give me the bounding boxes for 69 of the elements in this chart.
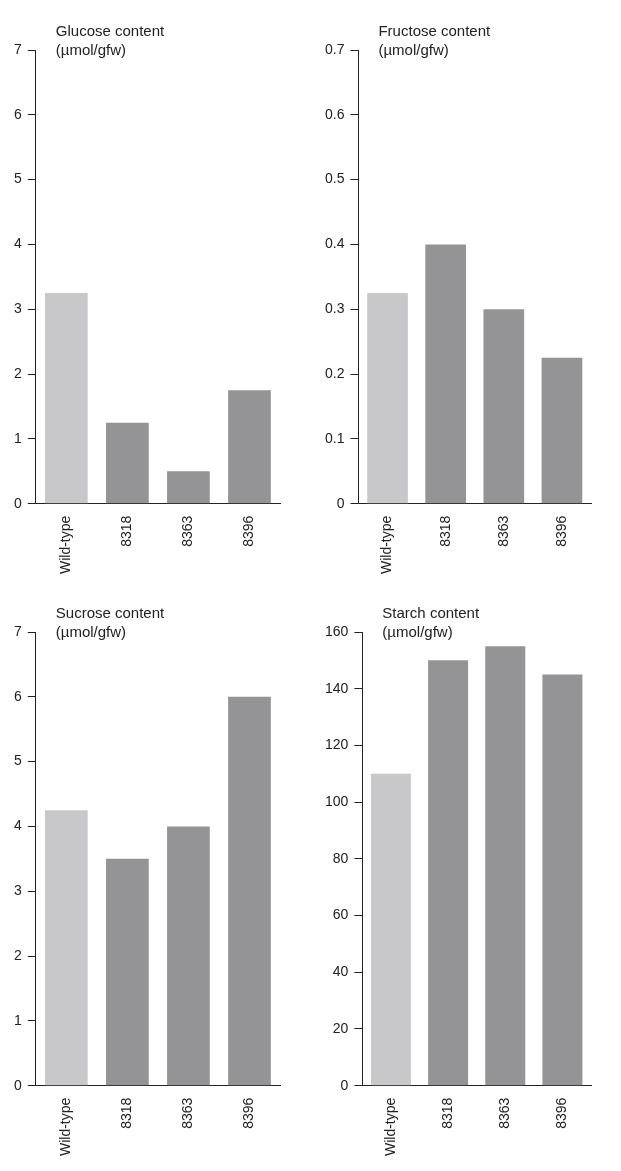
x-tick-label: 8363 [494, 515, 511, 547]
bar [370, 773, 411, 1086]
bar [106, 422, 149, 504]
y-tick-label: 0 [340, 1076, 349, 1093]
y-tick-label: 0 [336, 494, 345, 511]
y-tick-label: 40 [332, 963, 349, 980]
x-tick-label: 8396 [553, 1097, 570, 1129]
bar [541, 357, 583, 504]
x-tick-label: 8363 [496, 1097, 513, 1129]
bar [106, 858, 149, 1086]
y-tick-label: 1 [13, 429, 22, 446]
y-tick-label: 6 [13, 687, 22, 704]
y-tick-label: 5 [13, 752, 22, 769]
x-tick-label: 8318 [118, 1097, 135, 1129]
y-tick-label: 4 [13, 817, 22, 834]
x-tick-label: 8318 [438, 1097, 455, 1129]
bar [44, 293, 88, 504]
y-tick-label: 0 [13, 494, 22, 511]
y-tick-label: 0.2 [324, 364, 345, 381]
x-tick-label: 8396 [240, 515, 257, 547]
x-tick-label: 8363 [179, 515, 196, 547]
x-tick-label: 8396 [552, 515, 569, 547]
y-tick-label: 0 [13, 1076, 22, 1093]
bar [228, 390, 271, 504]
x-tick-label: Wild-type [378, 515, 395, 575]
bar [44, 810, 88, 1086]
y-tick-label: 0.6 [324, 105, 345, 122]
x-tick-label: Wild-type [57, 515, 74, 575]
y-tick-label: 80 [332, 849, 349, 866]
y-tick-label: 0.1 [324, 429, 345, 446]
x-tick-label: 8396 [240, 1097, 257, 1129]
y-tick-label: 0.3 [324, 300, 345, 317]
bar [167, 471, 210, 504]
chart-title: Glucose content (µmol/gfw) [55, 21, 166, 58]
bar [367, 293, 408, 504]
y-tick-label: 6 [13, 105, 22, 122]
x-tick-label: 8363 [179, 1097, 196, 1129]
y-tick-label: 140 [325, 679, 349, 696]
y-tick-label: 1 [13, 1011, 22, 1028]
x-tick-label: Wild-type [57, 1097, 74, 1157]
y-tick-label: 160 [325, 622, 349, 639]
y-tick-label: 2 [13, 364, 22, 381]
bar [483, 309, 525, 504]
bar [542, 674, 583, 1086]
y-tick-label: 0.5 [324, 170, 345, 187]
y-tick-label: 7 [13, 622, 22, 639]
x-tick-label: Wild-type [381, 1097, 398, 1157]
y-tick-label: 20 [332, 1019, 349, 1036]
y-tick-label: 4 [13, 235, 22, 252]
y-tick-label: 2 [13, 946, 22, 963]
y-tick-label: 3 [13, 300, 22, 317]
y-tick-label: 7 [13, 40, 22, 57]
y-tick-label: 5 [13, 170, 22, 187]
bar [167, 826, 210, 1086]
y-tick-label: 0.4 [324, 235, 345, 252]
bar [428, 660, 469, 1086]
y-tick-label: 3 [13, 882, 22, 899]
chart-title: Sucrose content (µmol/gfw) [55, 603, 166, 640]
bar [425, 244, 467, 504]
x-tick-label: 8318 [118, 515, 135, 547]
chart-title: Starch content (µmol/gfw) [382, 603, 480, 640]
y-tick-label: 0.7 [324, 40, 345, 57]
y-tick-label: 120 [325, 736, 349, 753]
y-tick-label: 60 [332, 906, 349, 923]
bar [485, 646, 526, 1086]
chart-title: Fructose content (µmol/gfw) [378, 21, 492, 58]
x-tick-label: 8318 [436, 515, 453, 547]
bar [228, 696, 271, 1086]
y-tick-label: 100 [325, 792, 349, 809]
